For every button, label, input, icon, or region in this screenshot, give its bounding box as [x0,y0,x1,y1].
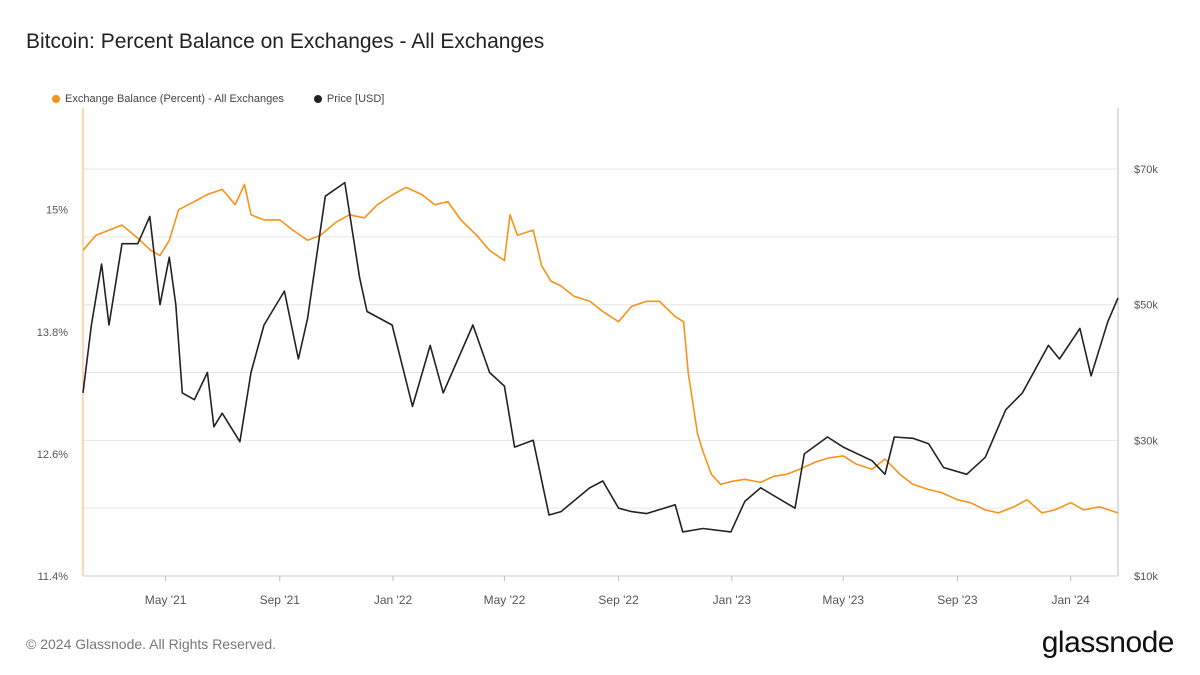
legend-item-exchange-balance[interactable]: Exchange Balance (Percent) - All Exchang… [52,93,284,105]
y-right-tick-label: $10k [1134,571,1158,583]
x-tick-label: May '21 [145,593,187,607]
chart-title: Bitcoin: Percent Balance on Exchanges - … [26,30,545,53]
y-right-tick-label: $70k [1134,164,1158,176]
series-line-exchange-balance [82,183,1119,514]
x-tick-label: Sep '21 [260,593,301,607]
x-tick-label: Jan '22 [374,593,413,607]
legend-label-exchange-balance: Exchange Balance (Percent) - All Exchang… [65,93,284,105]
x-tick-label: Sep '23 [937,593,978,607]
x-tick-label: May '23 [822,593,864,607]
legend-dot-exchange-balance [52,95,60,103]
y-left-tick-label: 12.6% [37,449,68,461]
y-left-tick-label: 11.4% [38,571,69,583]
legend-dot-price [313,95,322,103]
legend-label-price: Price [USD] [326,93,385,105]
x-tick-label: May '22 [484,593,526,607]
y-right-tick-label: $30k [1134,435,1158,447]
y-left-tick-label: 13.8% [37,327,68,339]
legend: Exchange Balance (Percent) - All Exchang… [52,93,384,105]
x-tick-label: Jan '24 [1051,593,1090,607]
copyright-footer: © 2024 Glassnode. All Rights Reserved. [26,636,277,652]
legend-item-price[interactable]: Price [USD] [313,93,385,105]
x-tick-label: Sep '22 [598,593,639,607]
y-left-tick-label: 15% [46,205,68,217]
series-line-price [82,181,1119,533]
y-right-tick-label: $50k [1134,300,1158,312]
glassnode-logo: glassnode [1041,626,1175,659]
x-tick-label: Jan '23 [713,593,752,607]
